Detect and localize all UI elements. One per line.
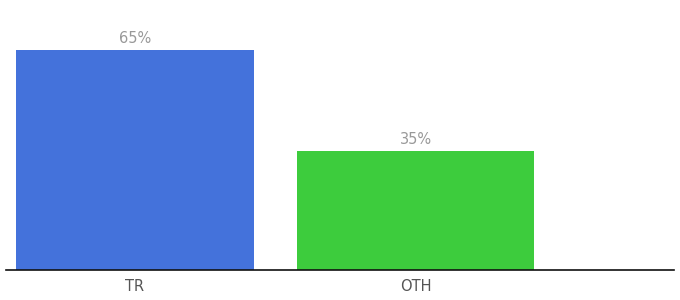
Bar (297, 151, 534, 270)
Bar (16, 50, 254, 270)
Text: 35%: 35% (399, 132, 432, 147)
Text: 65%: 65% (119, 31, 151, 46)
